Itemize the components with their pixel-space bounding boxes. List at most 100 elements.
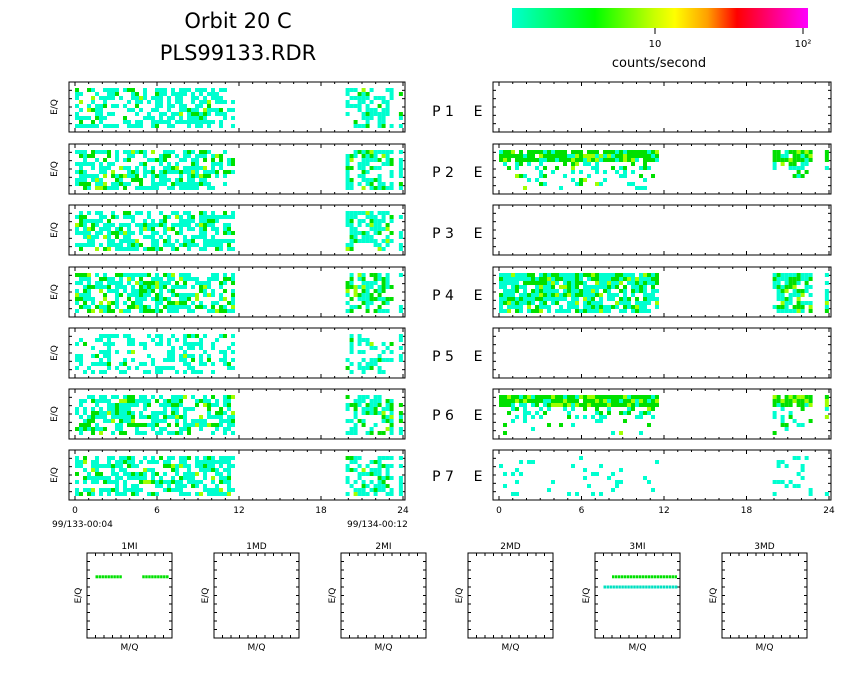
heatmap-cell bbox=[111, 472, 115, 476]
heatmap-cell bbox=[95, 92, 99, 96]
heatmap-cell bbox=[123, 285, 127, 289]
heatmap-cell bbox=[203, 170, 207, 174]
heatmap-cell bbox=[187, 182, 191, 186]
heatmap-cell bbox=[91, 407, 95, 411]
heatmap-cell bbox=[167, 289, 171, 293]
heatmap-cell bbox=[227, 170, 231, 174]
heatmap-cell bbox=[804, 281, 809, 285]
heatmap-cell bbox=[365, 297, 370, 301]
heatmap-cell bbox=[357, 231, 362, 235]
heatmap-cell bbox=[111, 407, 115, 411]
heatmap-cell bbox=[227, 239, 231, 243]
heatmap-cell bbox=[369, 182, 374, 186]
heatmap-cell bbox=[651, 285, 655, 289]
heatmap-cell bbox=[784, 484, 789, 488]
heatmap-cell bbox=[123, 231, 127, 235]
heatmap-cell bbox=[151, 415, 155, 419]
heatmap-cell bbox=[599, 411, 603, 415]
heatmap-cell bbox=[385, 227, 390, 231]
heatmap-cell bbox=[611, 395, 615, 399]
heatmap-cell bbox=[219, 158, 223, 162]
heatmap-cell bbox=[591, 293, 595, 297]
heatmap-cell bbox=[804, 277, 809, 281]
heatmap-cell bbox=[377, 456, 382, 460]
heatmap-cell bbox=[385, 277, 390, 281]
heatmap-cell bbox=[175, 247, 179, 251]
heatmap-cell bbox=[369, 166, 374, 170]
heatmap-cell bbox=[79, 403, 83, 407]
heatmap-cell bbox=[623, 395, 627, 399]
heatmap-cell bbox=[183, 211, 187, 215]
mass-point bbox=[614, 575, 618, 579]
heatmap-cell bbox=[79, 174, 83, 178]
heatmap-cell bbox=[167, 150, 171, 154]
heatmap-cell bbox=[575, 150, 579, 154]
heatmap-cell bbox=[191, 219, 195, 223]
heatmap-cell bbox=[79, 293, 83, 297]
heatmap-cell bbox=[385, 358, 390, 362]
heatmap-cell bbox=[75, 124, 79, 128]
heatmap-cell bbox=[219, 124, 223, 128]
heatmap-cell bbox=[583, 162, 587, 166]
mass-point bbox=[629, 575, 633, 579]
heatmap-cell bbox=[103, 334, 107, 338]
heatmap-cell bbox=[515, 281, 519, 285]
mass-panel-ylabel: E/Q bbox=[709, 588, 719, 604]
heatmap-cell bbox=[651, 488, 655, 492]
heatmap-cell bbox=[579, 456, 583, 460]
heatmap-cell bbox=[647, 301, 651, 305]
heatmap-cell bbox=[559, 309, 563, 313]
heatmap-cell bbox=[357, 399, 362, 403]
heatmap-cell bbox=[175, 411, 179, 415]
heatmap-cell bbox=[563, 297, 567, 301]
heatmap-cell bbox=[107, 150, 111, 154]
heatmap-cell bbox=[523, 395, 527, 399]
heatmap-cell bbox=[75, 464, 79, 468]
heatmap-cell bbox=[353, 427, 358, 431]
heatmap-cell bbox=[155, 285, 159, 289]
heatmap-cell bbox=[511, 281, 515, 285]
heatmap-cell bbox=[575, 158, 579, 162]
heatmap-cell bbox=[195, 186, 199, 190]
heatmap-cell bbox=[647, 281, 651, 285]
heatmap-cell bbox=[389, 96, 394, 100]
heatmap-cell bbox=[523, 297, 527, 301]
heatmap-cell bbox=[99, 399, 103, 403]
heatmap-cell bbox=[623, 293, 627, 297]
heatmap-cell bbox=[539, 309, 543, 313]
heatmap-cell bbox=[83, 277, 87, 281]
heatmap-cell bbox=[551, 281, 555, 285]
heatmap-cell bbox=[499, 281, 503, 285]
mass-point bbox=[638, 575, 642, 579]
heatmap-cell bbox=[357, 273, 362, 277]
heatmap-cell bbox=[203, 112, 207, 116]
heatmap-cell bbox=[175, 431, 179, 435]
heatmap-cell bbox=[365, 154, 370, 158]
heatmap-cell bbox=[603, 281, 607, 285]
heatmap-cell bbox=[373, 277, 378, 281]
heatmap-cell bbox=[127, 472, 131, 476]
heatmap-cell bbox=[115, 227, 119, 231]
heatmap-cell bbox=[207, 456, 211, 460]
heatmap-cell bbox=[135, 423, 139, 427]
heatmap-cell bbox=[211, 235, 215, 239]
heatmap-cell bbox=[207, 174, 211, 178]
heatmap-cell bbox=[107, 277, 111, 281]
heatmap-cell bbox=[211, 301, 215, 305]
heatmap-cell bbox=[772, 281, 777, 285]
heatmap-cell bbox=[531, 415, 535, 419]
heatmap-cell bbox=[631, 158, 635, 162]
panel-label-right: E bbox=[474, 408, 483, 424]
heatmap-cell bbox=[357, 338, 362, 342]
heatmap-cell bbox=[345, 395, 350, 399]
mass-point bbox=[98, 575, 101, 579]
heatmap-cell bbox=[107, 399, 111, 403]
heatmap-cell bbox=[95, 108, 99, 112]
heatmap-cell bbox=[99, 104, 103, 108]
mass-point bbox=[635, 575, 639, 579]
heatmap-cell bbox=[369, 88, 374, 92]
heatmap-cell bbox=[123, 419, 127, 423]
heatmap-panel bbox=[492, 388, 832, 440]
heatmap-cell bbox=[91, 235, 95, 239]
heatmap-cell bbox=[175, 170, 179, 174]
